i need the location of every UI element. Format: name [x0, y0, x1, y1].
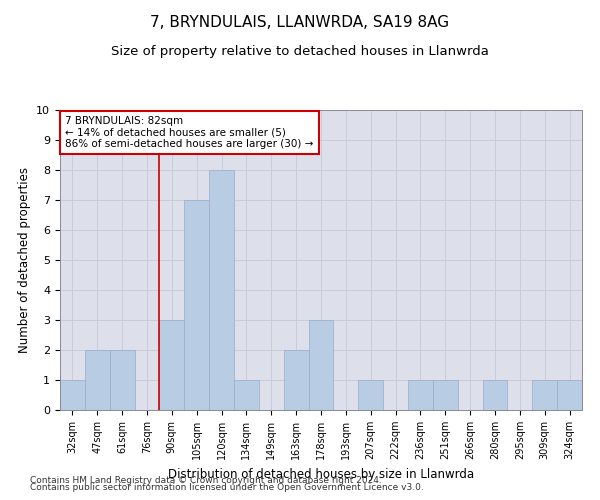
- Text: Contains public sector information licensed under the Open Government Licence v3: Contains public sector information licen…: [30, 484, 424, 492]
- Bar: [482, 380, 508, 410]
- Bar: [557, 380, 582, 410]
- X-axis label: Distribution of detached houses by size in Llanwrda: Distribution of detached houses by size …: [168, 468, 474, 480]
- Y-axis label: Number of detached properties: Number of detached properties: [18, 167, 31, 353]
- Bar: [308, 320, 334, 410]
- Bar: [160, 320, 184, 410]
- Bar: [284, 350, 308, 410]
- Text: 7, BRYNDULAIS, LLANWRDA, SA19 8AG: 7, BRYNDULAIS, LLANWRDA, SA19 8AG: [151, 15, 449, 30]
- Bar: [60, 380, 85, 410]
- Text: Size of property relative to detached houses in Llanwrda: Size of property relative to detached ho…: [111, 45, 489, 58]
- Bar: [433, 380, 458, 410]
- Bar: [110, 350, 134, 410]
- Text: 7 BRYNDULAIS: 82sqm
← 14% of detached houses are smaller (5)
86% of semi-detache: 7 BRYNDULAIS: 82sqm ← 14% of detached ho…: [65, 116, 314, 149]
- Bar: [358, 380, 383, 410]
- Bar: [408, 380, 433, 410]
- Bar: [184, 200, 209, 410]
- Bar: [209, 170, 234, 410]
- Bar: [85, 350, 110, 410]
- Bar: [532, 380, 557, 410]
- Text: Contains HM Land Registry data © Crown copyright and database right 2024.: Contains HM Land Registry data © Crown c…: [30, 476, 382, 485]
- Bar: [234, 380, 259, 410]
